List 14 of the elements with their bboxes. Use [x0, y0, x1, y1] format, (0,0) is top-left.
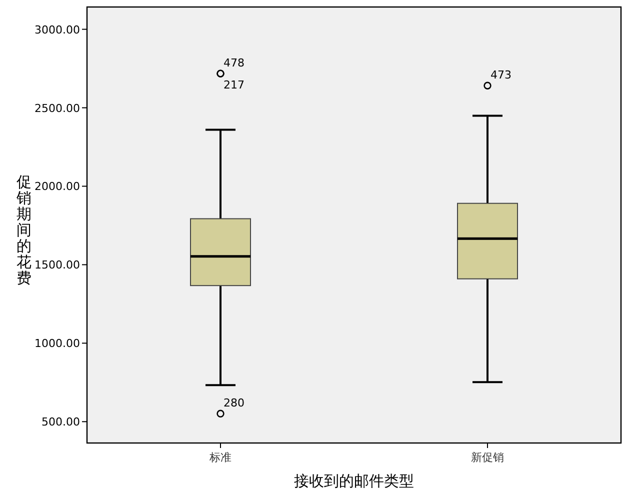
y-tick-label: 500.00 [42, 416, 80, 429]
y-tick-label: 3000.00 [34, 23, 80, 36]
x-axis-title: 接收到的邮件类型 [294, 472, 414, 490]
x-tick-label: 新促销 [471, 451, 504, 464]
x-tick-label: 标准 [208, 451, 232, 464]
y-tick-label: 1000.00 [34, 337, 80, 350]
annotation: 478 [224, 56, 244, 70]
y-tick-label: 1500.00 [34, 258, 80, 272]
y-axis-title: 促销期间的花费 [16, 173, 32, 287]
annotation: 280 [224, 396, 244, 410]
annotation: 217 [224, 78, 244, 92]
y-tick-label: 2000.00 [34, 180, 80, 194]
y-tick-label: 2500.00 [34, 102, 80, 115]
annotation: 473 [490, 68, 512, 82]
